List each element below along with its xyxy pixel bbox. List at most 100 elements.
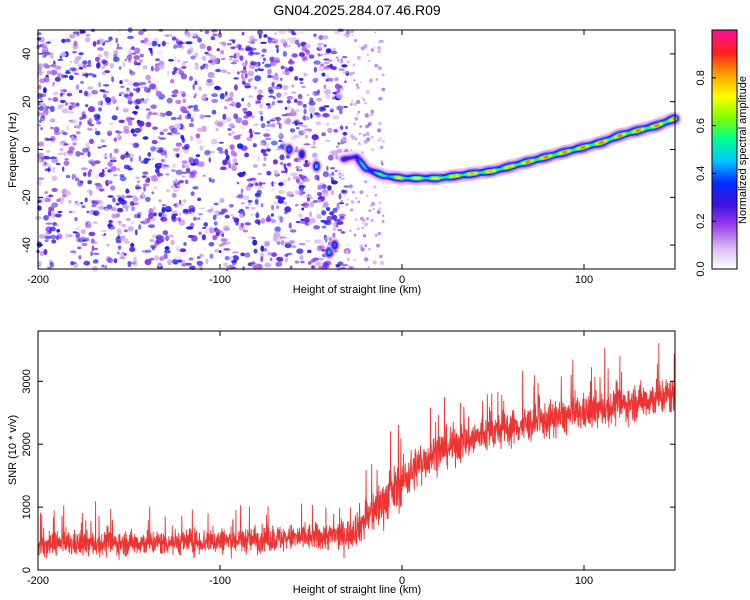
noise-speckle bbox=[380, 208, 383, 211]
noise-speckle bbox=[68, 146, 75, 152]
noise-speckle bbox=[203, 246, 207, 250]
noise-speckle bbox=[72, 142, 77, 146]
noise-speckle bbox=[121, 251, 125, 254]
noise-speckle bbox=[346, 149, 350, 153]
colorbar-step bbox=[712, 89, 737, 93]
noise-speckle bbox=[144, 196, 151, 202]
noise-speckle bbox=[223, 225, 230, 231]
noise-speckle bbox=[192, 33, 197, 37]
noise-speckle bbox=[341, 70, 349, 74]
noise-speckle bbox=[87, 59, 92, 65]
noise-speckle bbox=[372, 208, 375, 210]
noise-speckle bbox=[382, 214, 385, 217]
noise-speckle bbox=[152, 126, 158, 130]
noise-speckle bbox=[157, 64, 165, 70]
snr-panel: -200 -100 0 100 0 1000 2000 3000 Height of str… bbox=[7, 330, 676, 596]
noise-speckle bbox=[109, 63, 115, 69]
noise-speckle bbox=[90, 251, 93, 257]
colorbar-step bbox=[712, 97, 737, 101]
noise-speckle bbox=[294, 76, 299, 81]
noise-speckle bbox=[44, 137, 49, 141]
noise-speckle bbox=[86, 210, 90, 214]
noise-speckle bbox=[291, 84, 295, 88]
noise-speckle bbox=[370, 218, 375, 223]
noise-speckle bbox=[134, 229, 138, 236]
noise-speckle bbox=[199, 145, 204, 152]
noise-speckle bbox=[379, 96, 383, 101]
noise-speckle bbox=[68, 210, 73, 214]
noise-speckle bbox=[232, 251, 239, 254]
noise-speckle bbox=[231, 165, 237, 172]
noise-speckle bbox=[150, 175, 158, 179]
noise-speckle bbox=[117, 228, 122, 233]
noise-speckle bbox=[276, 92, 282, 98]
noise-speckle bbox=[261, 48, 267, 53]
noise-speckle bbox=[278, 139, 283, 143]
noise-speckle bbox=[241, 48, 244, 51]
noise-speckle bbox=[365, 131, 370, 137]
noise-speckle bbox=[220, 238, 228, 243]
noise-speckle bbox=[231, 259, 237, 265]
noise-speckle bbox=[264, 63, 272, 68]
noise-speckle bbox=[281, 170, 286, 174]
noise-speckle bbox=[312, 139, 316, 146]
noise-speckle bbox=[225, 154, 230, 161]
colorbar-step bbox=[712, 67, 737, 71]
noise-speckle bbox=[64, 38, 71, 42]
noise-speckle bbox=[260, 123, 266, 129]
noise-speckle bbox=[349, 229, 352, 232]
noise-speckle bbox=[224, 148, 229, 156]
noise-speckle bbox=[57, 58, 64, 62]
noise-speckle bbox=[360, 247, 365, 252]
noise-speckle bbox=[198, 86, 202, 91]
noise-speckle bbox=[201, 234, 207, 241]
noise-speckle bbox=[165, 189, 171, 192]
noise-speckle bbox=[57, 210, 63, 214]
noise-speckle bbox=[235, 102, 241, 109]
noise-speckle bbox=[329, 211, 334, 216]
noise-speckle bbox=[195, 133, 201, 139]
noise-speckle bbox=[74, 217, 78, 222]
noise-speckle bbox=[141, 191, 145, 198]
noise-speckle bbox=[359, 81, 362, 84]
noise-speckle bbox=[145, 108, 151, 111]
noise-speckle bbox=[127, 100, 133, 105]
noise-speckle bbox=[311, 134, 319, 141]
noise-speckle bbox=[50, 126, 54, 130]
noise-speckle bbox=[255, 100, 259, 105]
noise-speckle bbox=[323, 61, 330, 65]
noise-speckle bbox=[332, 207, 338, 213]
noise-speckle bbox=[266, 215, 271, 218]
noise-speckle bbox=[242, 229, 248, 233]
noise-speckle bbox=[306, 128, 312, 132]
noise-speckle bbox=[75, 226, 81, 231]
colorbar-step bbox=[712, 81, 737, 85]
noise-speckle bbox=[337, 221, 344, 225]
noise-speckle bbox=[85, 142, 90, 149]
noise-speckle bbox=[374, 31, 377, 34]
noise-speckle bbox=[150, 244, 157, 249]
noise-speckle bbox=[378, 66, 382, 71]
noise-speckle bbox=[327, 127, 333, 134]
colorbar-step bbox=[712, 123, 737, 127]
noise-speckle bbox=[241, 98, 244, 102]
noise-speckle bbox=[351, 190, 355, 194]
noise-speckle bbox=[312, 78, 318, 83]
colorbar-step bbox=[712, 245, 737, 248]
noise-speckle bbox=[46, 41, 51, 44]
noise-speckle bbox=[221, 266, 228, 270]
noise-speckle bbox=[94, 160, 101, 165]
colorbar-step bbox=[712, 115, 737, 119]
noise-speckle bbox=[337, 229, 343, 232]
noise-speckle bbox=[40, 196, 46, 203]
noise-speckle bbox=[289, 37, 297, 45]
noise-speckle bbox=[297, 123, 304, 127]
noise-speckle bbox=[295, 220, 301, 224]
noise-speckle bbox=[265, 129, 269, 132]
noise-speckle bbox=[119, 235, 126, 238]
noise-speckle bbox=[36, 74, 42, 80]
noise-speckle bbox=[68, 105, 73, 111]
noise-speckle bbox=[165, 42, 170, 45]
noise-speckle bbox=[290, 30, 295, 34]
noise-speckle bbox=[216, 147, 223, 152]
